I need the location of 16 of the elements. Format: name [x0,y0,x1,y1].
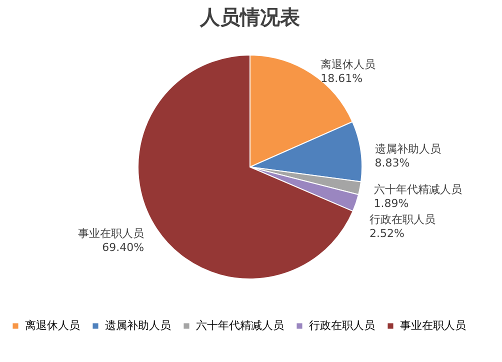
slice-label: 六十年代精减人员 [374,183,462,196]
slice-label: 离退休人员 [320,58,376,71]
slice-label: 遗属补助人员 [374,142,441,156]
legend-label: 事业在职人员 [400,318,466,332]
data-label: 18.61% [320,72,363,85]
legend-label: 离退休人员 [25,318,80,332]
legend-label: 六十年代精减人员 [196,318,284,332]
data-label: 1.89% [374,197,409,210]
data-label: 69.40% [102,241,144,254]
data-label: 8.83% [374,156,410,170]
legend-label: 行政在职人员 [309,318,375,332]
data-label: 2.52% [370,227,404,240]
legend-label: 遗属补助人员 [105,318,171,332]
chart-title: 人员情况表 [199,5,300,29]
slice-label: 事业在职人员 [78,227,144,240]
slice-label: 行政在职人员 [370,213,436,226]
